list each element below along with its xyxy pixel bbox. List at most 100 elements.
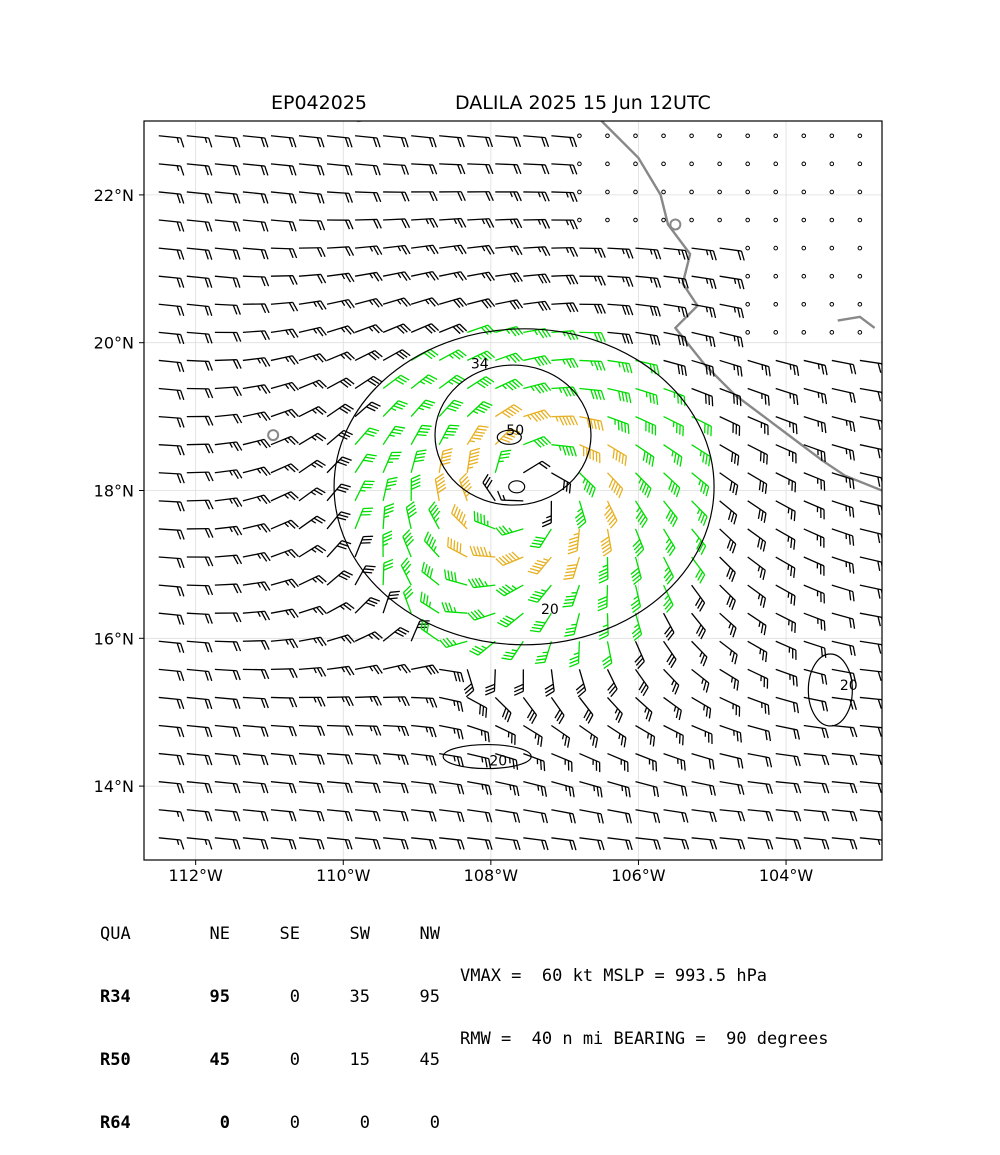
barb-half-flag: [846, 449, 847, 454]
header-ne: NE: [160, 924, 230, 945]
barb-half-flag: [818, 392, 819, 397]
x-tick-label: 106°W: [611, 866, 666, 885]
storm-stats: VMAX = 60 kt MSLP = 993.5 hPa RMW = 40 n…: [460, 924, 828, 1071]
y-tick-label: 22°N: [94, 186, 134, 205]
r50-ne: 45: [160, 1050, 230, 1071]
row-label: R34: [100, 987, 160, 1008]
barb-flag: [628, 424, 629, 434]
header-se: SE: [230, 924, 300, 945]
r34-se: 0: [230, 987, 300, 1008]
y-tick-label: 18°N: [94, 482, 134, 501]
barb-flag: [681, 395, 682, 405]
barb-flag: [448, 428, 458, 429]
barb-flag: [734, 394, 735, 404]
barb-flag: [740, 733, 741, 743]
barb-flag: [420, 429, 430, 430]
row-label: R50: [100, 1050, 160, 1071]
barb-flag: [796, 424, 797, 434]
barb-flag: [681, 760, 682, 770]
barb-flag: [737, 732, 738, 742]
barb-half-flag: [386, 489, 391, 490]
r34-sw: 35: [300, 987, 370, 1008]
barb-flag: [460, 543, 461, 553]
barb-half-flag: [498, 461, 503, 462]
barb-half-flag: [734, 336, 735, 341]
barb-half-flag: [788, 565, 789, 570]
barb-flag: [448, 537, 449, 547]
barb-flag: [454, 540, 455, 550]
barb-flag: [366, 566, 376, 567]
barb-flag: [563, 606, 573, 607]
x-tick-label: 108°W: [464, 866, 519, 885]
rmw-bearing-line: RMW = 40 n mi BEARING = 90 degrees: [460, 1029, 828, 1050]
r64-nw: 0: [370, 1113, 440, 1134]
barb-flag: [480, 705, 481, 715]
barb-flag: [618, 421, 619, 431]
barb-flag: [364, 569, 374, 570]
barb-flag: [706, 394, 707, 404]
barb-half-flag: [571, 624, 576, 625]
barb-half-flag: [454, 701, 455, 706]
barb-flag: [737, 395, 738, 405]
barb-half-flag: [535, 733, 536, 738]
barb-flag: [684, 761, 685, 771]
barb-flag: [764, 453, 765, 463]
barb-flag: [446, 431, 456, 432]
barb-flag: [625, 423, 626, 433]
header-nw: NW: [370, 924, 440, 945]
y-tick-label: 14°N: [94, 777, 134, 796]
barb-flag: [449, 425, 459, 426]
barb-flag: [417, 435, 427, 436]
barb-flag: [791, 594, 792, 604]
wind-radii-row-r50: R50 45 0 15 45: [100, 1050, 440, 1071]
barb-flag: [445, 435, 455, 436]
barb-flag: [486, 708, 487, 718]
barb-flag: [853, 536, 854, 546]
barb-flag: [768, 396, 769, 406]
r50-nw: 45: [370, 1050, 440, 1071]
wind-radii-header-row: QUA NE SE SW NW: [100, 924, 440, 945]
barb-flag: [791, 510, 792, 520]
y-tick-label: 16°N: [94, 629, 134, 648]
contour-label: 34: [471, 357, 489, 373]
header-sw: SW: [300, 924, 370, 945]
barb-flag: [849, 535, 850, 545]
barb-flag: [544, 761, 545, 771]
y-tick-label: 20°N: [94, 334, 134, 353]
barb-half-flag: [704, 705, 705, 710]
wind-radii-row-r34: R34 95 0 35 95: [100, 987, 440, 1008]
barb-flag: [541, 760, 542, 770]
r50-se: 0: [230, 1050, 300, 1071]
contour-label: 20: [489, 753, 507, 769]
barb-flag: [712, 396, 713, 406]
barb-half-flag: [594, 786, 595, 791]
barb-flag: [793, 423, 794, 433]
barb-flag: [564, 603, 574, 604]
barb-half-flag: [622, 786, 623, 791]
barb-half-flag: [788, 536, 789, 541]
barb-flag: [740, 396, 741, 406]
barb-flag: [765, 704, 766, 714]
row-label: R64: [100, 1113, 160, 1134]
vmax-mslp-line: VMAX = 60 kt MSLP = 993.5 hPa: [460, 966, 828, 987]
barb-flag: [483, 706, 484, 716]
barb-half-flag: [788, 592, 789, 597]
barb-flag: [821, 620, 822, 630]
baja-coast: [343, 114, 380, 121]
barb-half-flag: [760, 649, 761, 654]
r34-nw: 95: [370, 987, 440, 1008]
barb-half-flag: [538, 785, 539, 790]
barb-flag: [761, 451, 762, 461]
barb-half-flag: [482, 757, 483, 762]
barb-half-flag: [788, 508, 789, 513]
barb-flag: [566, 596, 576, 597]
wind-radii-table: QUA NE SE SW NW R34 95 0 35 95 R50 45 0 …: [100, 882, 440, 1155]
barb-half-flag: [732, 677, 733, 682]
barb-half-flag: [443, 438, 448, 439]
barb-flag: [451, 539, 452, 549]
barb-half-flag: [706, 336, 707, 341]
r34-ne: 95: [160, 987, 230, 1008]
r50-sw: 15: [300, 1050, 370, 1071]
barb-half-flag: [470, 441, 475, 442]
